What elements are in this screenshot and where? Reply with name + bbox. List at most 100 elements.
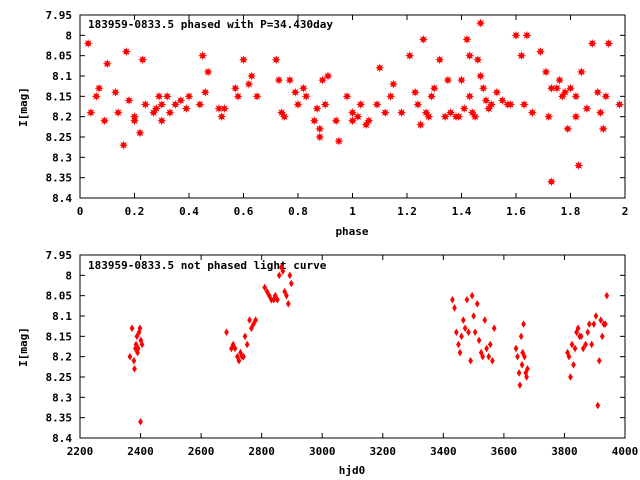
phased-plot-data-point xyxy=(560,87,570,97)
phased-plot-data-point xyxy=(478,83,488,93)
unphased-plot-y-tick-label: 8.15 xyxy=(46,330,73,343)
unphased-plot-data-point xyxy=(602,320,608,328)
unphased-plot-data-point xyxy=(515,352,520,361)
phased-plot-data-point xyxy=(121,47,131,57)
unphased-plot-data-point xyxy=(452,304,457,312)
unphased-plot-y-axis-label: I[mag] xyxy=(17,327,30,367)
unphased-plot-x-tick-label: 3000 xyxy=(309,445,336,458)
unphased-plot-data-point xyxy=(586,320,592,328)
unphased-plot-data-point xyxy=(482,316,488,324)
unphased-plot-x-tick-label: 2400 xyxy=(127,445,154,458)
phased-plot-data-point xyxy=(511,30,521,40)
unphased-plot-data-point xyxy=(578,332,584,341)
phased-plot-y-axis-label: I[mag] xyxy=(17,87,30,127)
phased-plot-data-point xyxy=(138,55,148,65)
unphased-plot-data-point xyxy=(456,340,461,349)
phased-plot-data-point xyxy=(217,112,227,122)
phased-plot-data-point xyxy=(465,51,475,61)
unphased-plot-data-point xyxy=(595,401,601,410)
phased-plot-data-point xyxy=(312,104,322,114)
phased-plot-data-point xyxy=(601,91,611,101)
phased-plot-data-point xyxy=(497,95,507,105)
unphased-plot-data-point xyxy=(139,340,145,349)
unphased-plot-data-point xyxy=(244,340,250,349)
phased-plot-data-point xyxy=(285,75,295,85)
phased-plot-data-point xyxy=(184,91,194,101)
phased-plot-y-tick-label: 7.95 xyxy=(46,9,73,22)
phased-plot-data-point xyxy=(165,108,175,118)
phased-plot-data-point xyxy=(571,91,581,101)
unphased-plot-data-point xyxy=(453,328,459,337)
phased-plot-y-tick-label: 8 xyxy=(65,29,72,42)
unphased-plot-data-point xyxy=(585,328,591,337)
unphased-plot-y-tick-label: 8.4 xyxy=(52,432,72,445)
phased-plot-data-point xyxy=(380,108,390,118)
phased-plot-x-tick-label: 1 xyxy=(349,205,356,218)
phased-plot-data-point xyxy=(91,91,101,101)
unphased-plot-data-point xyxy=(288,279,294,288)
unphased-plot-y-tick-label: 8 xyxy=(65,269,72,282)
phased-plot-data-point xyxy=(604,38,614,48)
unphased-plot-data-point xyxy=(276,271,282,280)
phased-plot-y-tick-label: 8.05 xyxy=(46,50,73,63)
phased-plot-data-point xyxy=(315,132,325,142)
unphased-plot-data-point xyxy=(575,324,581,332)
phased-plot-x-tick-label: 0.2 xyxy=(125,205,145,218)
phased-plot-data-point xyxy=(320,99,330,109)
unphased-plot-data-point xyxy=(522,352,527,361)
unphased-plot-x-tick-label: 2200 xyxy=(67,445,94,458)
phased-plot-data-point xyxy=(214,104,224,114)
phased-plot-data-point xyxy=(440,112,450,122)
phased-plot-data-point xyxy=(571,112,581,122)
phased-plot-data-point xyxy=(424,112,434,122)
unphased-plot-data-point xyxy=(480,352,486,361)
unphased-plot-y-tick-label: 8.1 xyxy=(52,310,72,323)
phased-plot-data-point xyxy=(473,55,483,65)
unphased-plot-data-point xyxy=(457,348,463,357)
phased-plot-data-point xyxy=(290,87,300,97)
unphased-plot-x-tick-label: 3200 xyxy=(370,445,397,458)
phased-plot-data-point xyxy=(86,108,96,118)
phased-plot-data-point xyxy=(157,116,167,126)
phased-plot-data-point xyxy=(334,136,344,146)
phased-plot-data-point xyxy=(233,91,243,101)
phased-plot-data-point xyxy=(301,91,311,101)
phased-plot-data-point xyxy=(110,87,120,97)
unphased-plot-data-point xyxy=(521,320,526,328)
unphased-plot-data-point xyxy=(460,316,466,324)
phased-plot-data-point xyxy=(157,99,167,109)
unphased-plot-data-point xyxy=(517,381,523,389)
unphased-plot-y-tick-label: 8.3 xyxy=(52,391,72,404)
unphased-plot-data-point xyxy=(137,324,143,332)
unphased-plot-data-point xyxy=(490,356,495,365)
phased-plot-data-point xyxy=(462,34,472,44)
phased-plot-x-tick-label: 1.2 xyxy=(397,205,417,218)
phased-plot-data-point xyxy=(615,99,625,109)
phased-plot-data-point xyxy=(181,104,191,114)
phased-plot-data-point xyxy=(252,91,262,101)
phased-plot-data-point xyxy=(247,71,257,81)
phased-plot-data-point xyxy=(198,51,208,61)
phased-plot-data-point xyxy=(429,83,439,93)
unphased-plot-x-tick-label: 3400 xyxy=(430,445,457,458)
unphased-plot-data-point xyxy=(285,300,291,308)
phased-plot-data-point xyxy=(536,47,546,57)
phased-plot-data-point xyxy=(516,51,526,61)
phased-plot-data-point xyxy=(135,128,145,138)
phased-plot-data-point xyxy=(492,87,502,97)
phased-plot-x-tick-label: 0.6 xyxy=(234,205,254,218)
unphased-plot-data-point xyxy=(249,324,254,332)
unphased-plot-data-point xyxy=(583,340,588,349)
phased-plot-data-point xyxy=(470,112,480,122)
phased-plot-data-point xyxy=(130,116,139,126)
unphased-plot-data-point xyxy=(469,291,475,300)
unphased-plot-data-point xyxy=(589,340,595,349)
phased-plot-x-tick-label: 0 xyxy=(77,205,84,218)
unphased-plot-points xyxy=(127,263,610,426)
unphased-plot-y-tick-label: 8.05 xyxy=(46,290,73,303)
phased-plot-data-point xyxy=(309,116,319,126)
phased-plot-data-point xyxy=(397,108,407,118)
phased-plot-data-point xyxy=(364,116,374,126)
unphased-plot-data-point xyxy=(568,373,573,381)
